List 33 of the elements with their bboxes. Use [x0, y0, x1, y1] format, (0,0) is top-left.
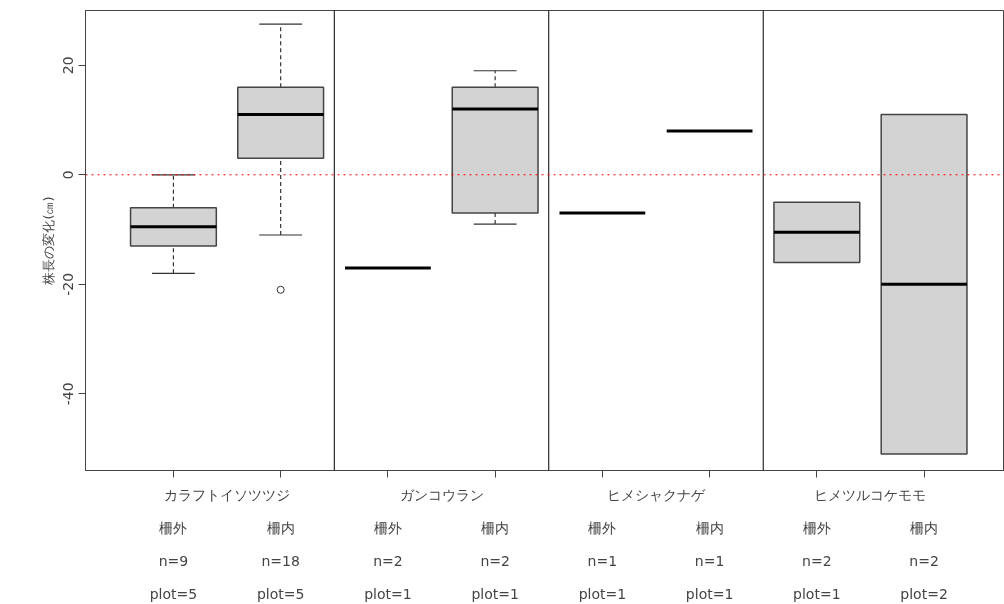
- text: plot=5: [149, 585, 198, 602]
- text: n=9: [158, 552, 189, 569]
- y-tick-label: -20: [60, 272, 77, 296]
- text: plot=1: [685, 585, 734, 602]
- text: n=2: [373, 552, 403, 569]
- text: n=2: [802, 552, 832, 569]
- text: plot=1: [793, 585, 841, 602]
- text: plot=1: [364, 585, 412, 602]
- y-tick-label: -40: [60, 382, 77, 406]
- text: n=1: [587, 552, 618, 569]
- text: カラフトイソツツジ: [164, 486, 291, 503]
- x-tick-label: 柵内: [481, 519, 510, 536]
- text: plot=1: [471, 585, 519, 602]
- text: n=18: [261, 552, 300, 569]
- y-tick-label: 0: [60, 170, 77, 180]
- text: ガンコウラン: [399, 486, 484, 503]
- text: n=2: [480, 552, 510, 569]
- text: ヒメツルコケモモ: [814, 486, 927, 503]
- x-tick-label: 柵外: [159, 519, 188, 536]
- text: ヒメシャクナゲ: [606, 486, 706, 503]
- x-tick-label: 柵内: [910, 519, 939, 536]
- x-tick-label: 柵外: [373, 519, 402, 536]
- x-tick-label: 柵外: [802, 519, 831, 536]
- text: plot=2: [900, 585, 948, 602]
- x-tick-label: 柵内: [266, 519, 295, 536]
- text: n=2: [909, 552, 939, 569]
- text: plot=5: [256, 585, 305, 602]
- text: plot=1: [578, 585, 627, 602]
- y-tick-label: 20: [60, 56, 77, 75]
- y-axis-title: 株長の変化(㎝): [40, 196, 56, 286]
- text: n=1: [694, 552, 725, 569]
- x-tick-label: 柵内: [695, 519, 724, 536]
- x-tick-label: 柵外: [588, 519, 617, 536]
